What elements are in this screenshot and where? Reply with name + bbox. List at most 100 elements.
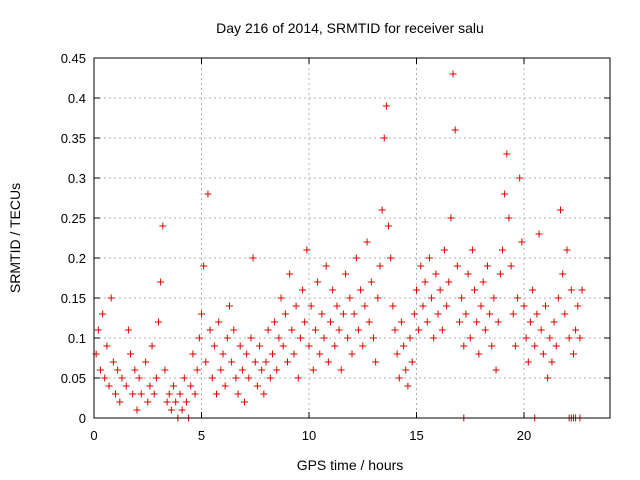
data-point: [434, 310, 442, 318]
data-point: [475, 350, 483, 358]
data-point: [342, 270, 350, 278]
data-point: [357, 286, 365, 294]
data-point: [501, 190, 509, 198]
data-point: [275, 334, 283, 342]
data-point: [200, 262, 208, 270]
data-point: [385, 222, 393, 230]
data-point: [206, 326, 214, 334]
data-point: [144, 398, 152, 406]
data-point: [198, 310, 205, 318]
data-point: [421, 278, 429, 286]
data-point: [133, 406, 141, 414]
x-tick-label: 0: [90, 428, 97, 443]
data-point: [288, 326, 296, 334]
data-point: [167, 406, 175, 414]
data-point: [344, 334, 352, 342]
data-point: [217, 366, 225, 374]
data-point: [247, 334, 255, 342]
data-point: [161, 366, 169, 374]
data-point: [565, 334, 573, 342]
data-point: [238, 366, 246, 374]
data-point: [208, 374, 216, 382]
data-point: [397, 318, 405, 326]
data-point: [410, 310, 418, 318]
data-point: [365, 318, 373, 326]
data-point: [557, 206, 565, 214]
data-point: [114, 366, 122, 374]
x-tick-label: 15: [409, 428, 423, 443]
data-point: [339, 310, 347, 318]
data-point: [122, 382, 130, 390]
data-point: [574, 302, 582, 310]
data-point: [258, 366, 266, 374]
data-point: [281, 310, 289, 318]
y-tick-label: 0.05: [61, 371, 86, 386]
data-point: [524, 358, 532, 366]
data-point: [182, 398, 190, 406]
data-point: [488, 342, 496, 350]
data-point: [473, 318, 481, 326]
data-point: [567, 286, 575, 294]
data-point: [537, 326, 545, 334]
data-point: [559, 270, 567, 278]
data-point: [324, 358, 332, 366]
data-point: [462, 310, 470, 318]
data-point: [374, 294, 382, 302]
y-tick-label: 0: [79, 411, 86, 426]
data-point: [232, 374, 240, 382]
data-point: [348, 350, 356, 358]
plot-frame: [93, 57, 611, 419]
data-point: [135, 374, 143, 382]
data-point: [187, 382, 195, 390]
data-point: [236, 342, 244, 350]
data-point: [359, 342, 367, 350]
data-point: [419, 302, 427, 310]
data-point: [172, 398, 180, 406]
data-point: [249, 254, 257, 262]
data-point: [245, 374, 253, 382]
data-point: [354, 326, 362, 334]
data-point: [116, 398, 124, 406]
data-point: [176, 390, 184, 398]
data-point: [569, 350, 577, 358]
data-point: [415, 326, 423, 334]
data-point: [329, 286, 337, 294]
data-point: [479, 278, 487, 286]
data-point: [210, 342, 218, 350]
data-point: [170, 382, 178, 390]
data-point: [520, 302, 528, 310]
data-point: [301, 318, 309, 326]
data-point: [561, 310, 569, 318]
data-point: [146, 382, 154, 390]
data-point: [221, 382, 229, 390]
data-point: [150, 390, 158, 398]
data-point: [552, 342, 560, 350]
data-point: [518, 238, 526, 246]
data-point: [262, 358, 270, 366]
data-point: [157, 278, 165, 286]
data-point: [481, 326, 489, 334]
data-point: [296, 334, 304, 342]
data-point: [318, 310, 326, 318]
data-point: [268, 350, 276, 358]
y-tick-label: 0.15: [61, 291, 86, 306]
data-point: [404, 382, 412, 390]
data-point: [449, 70, 457, 78]
data-point: [578, 286, 586, 294]
data-point: [466, 334, 474, 342]
data-point: [464, 270, 472, 278]
data-point: [372, 358, 380, 366]
data-point: [189, 350, 197, 358]
data-point: [438, 326, 446, 334]
y-tick-label: 0.3: [68, 171, 86, 186]
data-point: [277, 294, 285, 302]
x-tick-label: 20: [517, 428, 531, 443]
data-point: [284, 358, 291, 366]
data-point: [554, 294, 562, 302]
data-point: [309, 366, 317, 374]
y-tick-label: 0.4: [68, 91, 86, 106]
data-point: [96, 366, 104, 374]
data-point: [496, 270, 504, 278]
data-point: [477, 302, 485, 310]
